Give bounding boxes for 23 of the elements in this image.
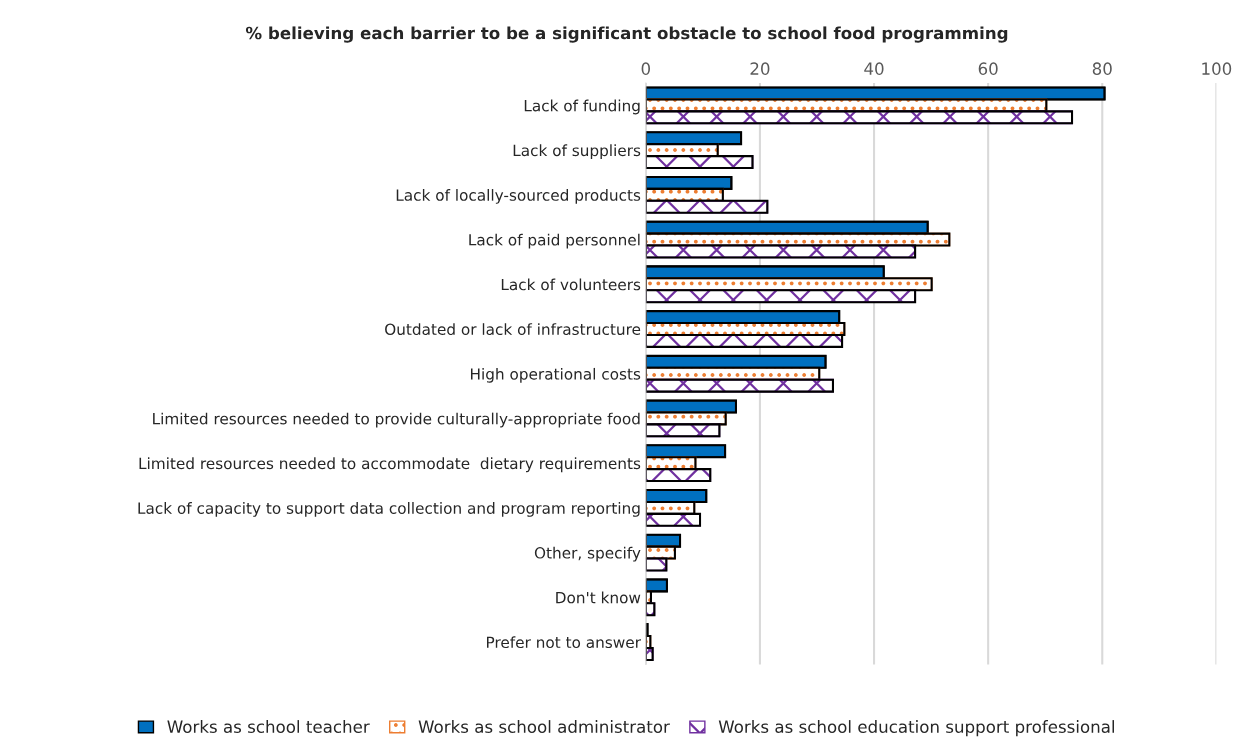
y-tick-label: Lack of suppliers	[513, 144, 641, 160]
y-tick-label: Limited resources needed to provide culturally-appropriate food	[153, 412, 640, 428]
x-tick-label: 40	[864, 62, 884, 75]
y-tick-label: Outdated or lack of infrastructure	[385, 323, 641, 336]
y-tick-label: Lack of locally-sourced products	[396, 189, 641, 204]
legend-label: Works as school education support professional	[718, 720, 1114, 737]
legend-label: Works as school administrator	[418, 720, 670, 733]
chart-title: % believing each barrier to be a significant obstacle to school food programming	[245, 26, 1008, 43]
y-tick-label: Lack of capacity to support data collection and program reporting	[138, 502, 640, 517]
y-tick-label: Prefer not to answer	[487, 636, 641, 649]
legend-label: Works as school teacher	[167, 720, 370, 733]
x-tick-label: 20	[750, 62, 770, 75]
x-tick-label: 100	[1202, 62, 1232, 75]
x-tick-label: 0	[641, 62, 651, 75]
y-tick-label: High operational costs	[471, 367, 641, 383]
y-tick-label: Other, specify	[534, 546, 641, 562]
y-tick-label: Lack of funding	[524, 99, 640, 115]
y-tick-label: Limited resources needed to accommodate dietary requirements	[139, 457, 641, 473]
x-tick-label: 60	[978, 62, 998, 75]
y-tick-label: Lack of volunteers	[501, 278, 641, 291]
y-tick-label: Don't know	[556, 591, 641, 604]
x-tick-label: 80	[1092, 62, 1112, 75]
y-tick-label: Lack of paid personnel	[469, 233, 640, 249]
